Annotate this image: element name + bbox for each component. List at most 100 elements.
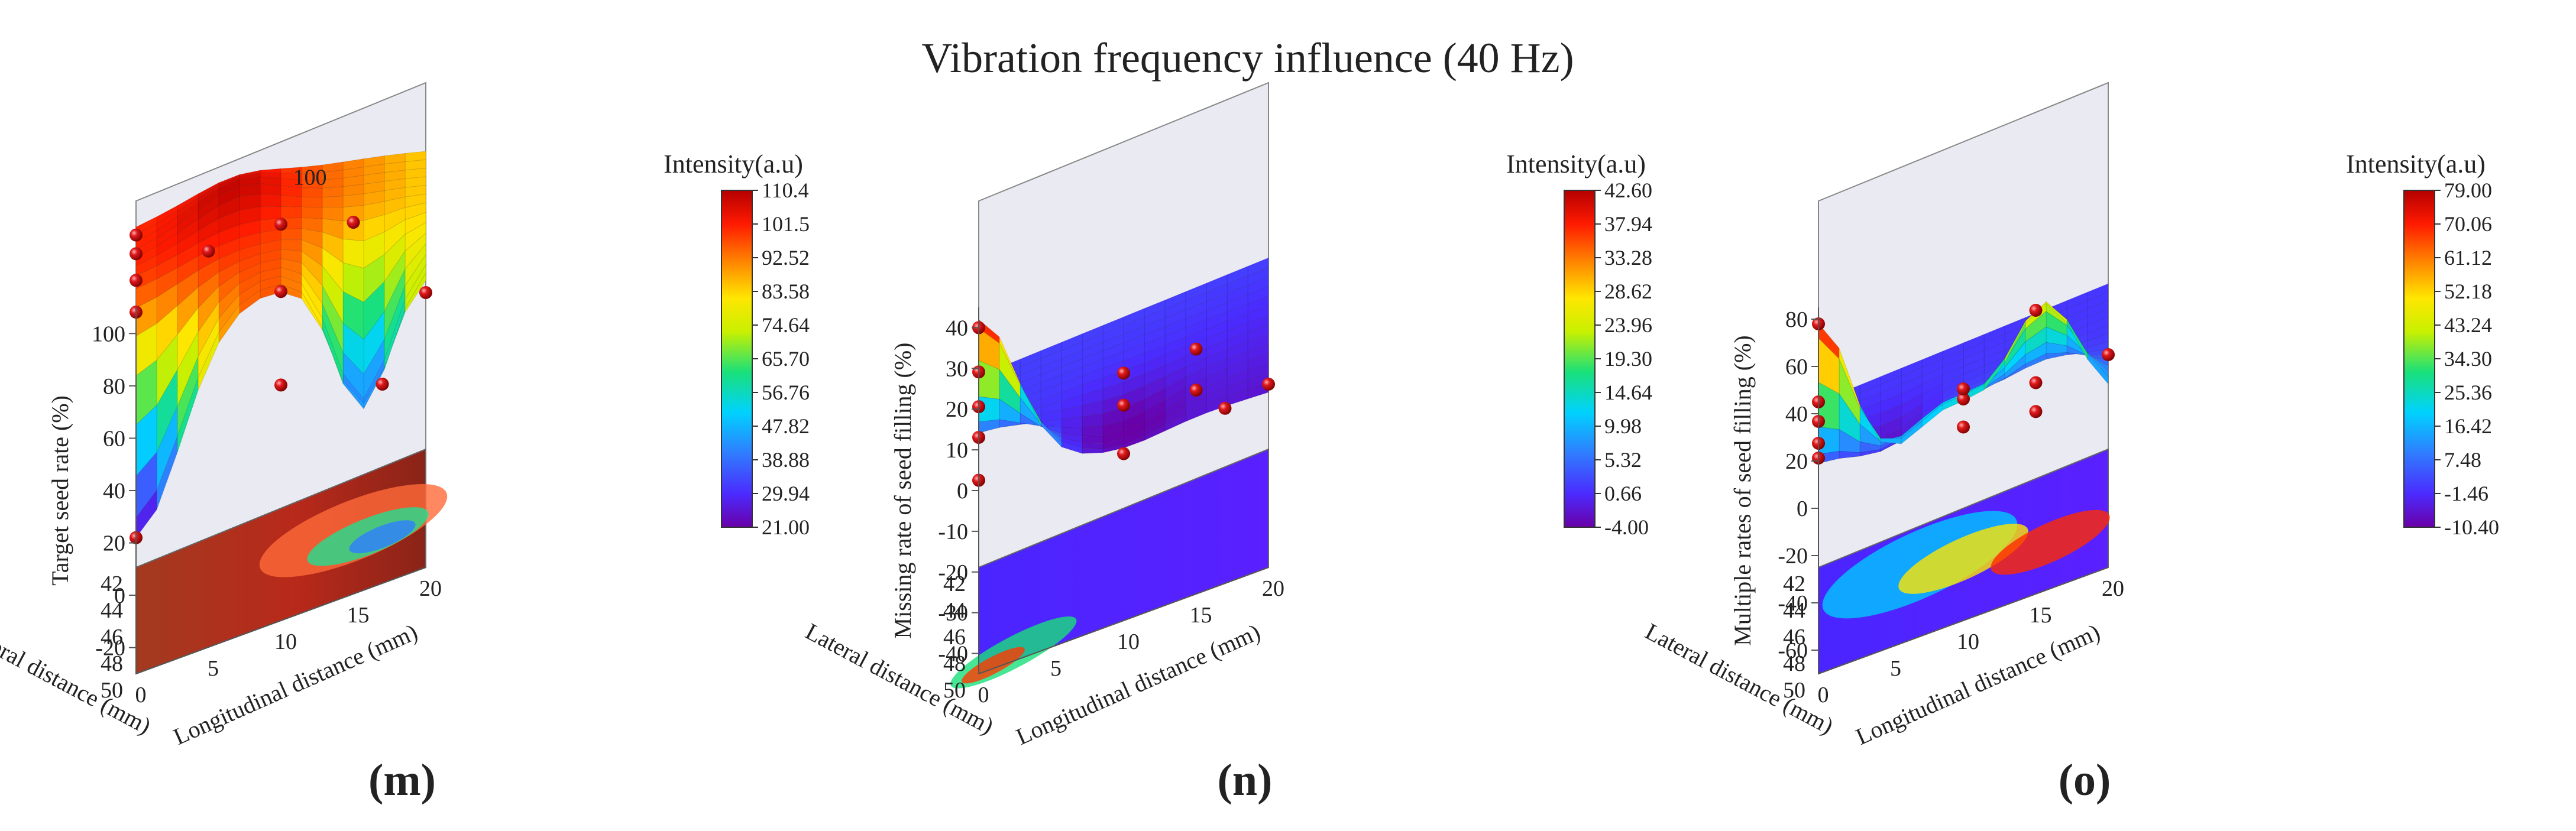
data-point-marker [347, 216, 360, 229]
lateral-tick-label: 50 [101, 678, 123, 703]
surface-cell [280, 206, 302, 219]
z-tick-label: -20 [1778, 544, 1808, 569]
longitudinal-axis-line [978, 567, 1269, 674]
data-point-marker [1957, 382, 1970, 395]
z-tick-label: -60 [1778, 638, 1808, 663]
colorbar-tick-label: 16.42 [2444, 414, 2492, 438]
colorbar-tick-label: 29.94 [762, 482, 810, 505]
longitudinal-axis-line [1818, 567, 2109, 674]
data-point-marker [376, 377, 389, 391]
data-point-marker [1117, 398, 1130, 412]
panel-label: (m) [368, 755, 436, 805]
data-point-marker [2029, 405, 2043, 418]
colorbar-tick-label: 38.88 [762, 448, 810, 472]
z-tick-label: 100 [92, 322, 125, 346]
surface-annotation: 100 [293, 165, 327, 190]
longitudinal-tick-label: 15 [1190, 603, 1212, 628]
longitudinal-tick-label: 20 [1262, 576, 1284, 601]
z-tick-label: -20 [95, 636, 125, 661]
surface-cell [260, 193, 281, 207]
data-point-marker [1218, 401, 1232, 415]
longitudinal-tick-label: 10 [1117, 629, 1140, 654]
lateral-tick-label: 42 [101, 572, 123, 596]
longitudinal-tick-label: 20 [2102, 576, 2124, 601]
surface-cell [1082, 425, 1103, 437]
z-tick-label: 30 [946, 356, 968, 381]
z-tick-label: -10 [938, 520, 968, 544]
z-axis-label: Target seed rate (%) [47, 395, 73, 586]
data-point-marker [1117, 447, 1130, 460]
colorbar [1564, 190, 1596, 528]
lateral-tick-label: 44 [1783, 598, 1805, 623]
longitudinal-tick-label: 5 [208, 656, 219, 681]
z-tick-label: 60 [103, 426, 125, 451]
lateral-tick-label: 42 [1783, 572, 1805, 596]
surface-cell [1082, 443, 1103, 449]
colorbar [721, 190, 753, 528]
colorbar-tick-label: 56.76 [762, 381, 810, 404]
surface-cell [280, 194, 302, 207]
colorbar-title: Intensity(a.u) [1506, 150, 1646, 178]
colorbar-tick-label: 43.24 [2444, 313, 2492, 337]
colorbar-tick-label: 110.4 [762, 178, 809, 202]
surface-mesh [1818, 283, 2109, 464]
colorbar-tick-label: 34.30 [2444, 347, 2492, 371]
z-tick-label: 20 [946, 397, 968, 422]
z-tick-label: -30 [938, 601, 968, 626]
z-tick-label: -40 [1778, 591, 1808, 616]
surface-cell [1082, 448, 1103, 454]
colorbar-tick-label: 101.5 [762, 212, 810, 236]
longitudinal-tick-label: 0 [135, 683, 147, 707]
colorbar-tick-label: 70.06 [2444, 212, 2492, 236]
colorbar-title: Intensity(a.u) [664, 150, 803, 178]
surface-cell [301, 196, 323, 208]
lateral-tick-label: 46 [943, 625, 966, 650]
panel-label: (o) [2059, 755, 2111, 805]
z-tick-label: 80 [1785, 307, 1808, 332]
lateral-tick-label: 44 [101, 598, 123, 623]
data-point-marker [274, 285, 287, 298]
z-tick-label: 40 [103, 479, 125, 504]
surface-cell [1082, 436, 1103, 444]
colorbar-tick-label: 79.00 [2444, 178, 2492, 202]
colorbar-tick-label: 0.66 [1604, 482, 1642, 505]
lateral-tick-label: 46 [101, 625, 123, 650]
colorbar-tick-label: -10.40 [2444, 515, 2499, 539]
longitudinal-tick-label: 15 [347, 603, 370, 628]
colorbar [2403, 190, 2435, 528]
data-point-marker [130, 247, 143, 261]
lateral-tick-label: 44 [943, 598, 966, 623]
lateral-tick-label: 42 [943, 572, 966, 596]
surface-cell [260, 206, 281, 221]
colorbar-tick-label: 65.70 [762, 347, 810, 371]
z-tick-label: 20 [103, 531, 125, 556]
colorbar-tick-label: 37.94 [1604, 212, 1652, 236]
colorbar-tick-label: 9.98 [1604, 414, 1642, 438]
lateral-axis-label: Lateral distance (mm) [0, 618, 156, 739]
z-tick-label: 60 [1785, 355, 1808, 379]
colorbar-tick-label: 28.62 [1604, 280, 1652, 303]
data-point-marker [1957, 420, 1970, 434]
colorbar-tick-label: 25.36 [2444, 381, 2492, 404]
colorbar-tick-label: 92.52 [762, 246, 810, 270]
figure-title: Vibration frequency influence (40 Hz) [921, 34, 1574, 82]
longitudinal-tick-label: 0 [978, 683, 989, 707]
z-tick-label: 80 [103, 374, 125, 399]
z-axis-label: Multiple rates of seed filling (%) [1729, 335, 1756, 645]
panel-label: (n) [1218, 755, 1273, 805]
z-axis-label: Missing rate of seed filling (%) [889, 343, 916, 639]
z-tick-label: 20 [1785, 449, 1808, 474]
data-point-marker [1957, 392, 1970, 405]
colorbar-tick-label: -4.00 [1604, 515, 1649, 539]
lateral-tick-label: 48 [101, 651, 123, 676]
z-tick-label: 0 [957, 479, 968, 504]
data-point-marker [2102, 348, 2115, 361]
data-point-marker [1189, 342, 1203, 356]
floor-contour-region [962, 647, 1025, 684]
data-point-marker [2029, 304, 2043, 317]
colorbar-tick-label: 83.58 [762, 280, 810, 303]
colorbar-tick-label: 21.00 [762, 515, 810, 539]
colorbar-tick-label: 7.48 [2444, 448, 2481, 472]
